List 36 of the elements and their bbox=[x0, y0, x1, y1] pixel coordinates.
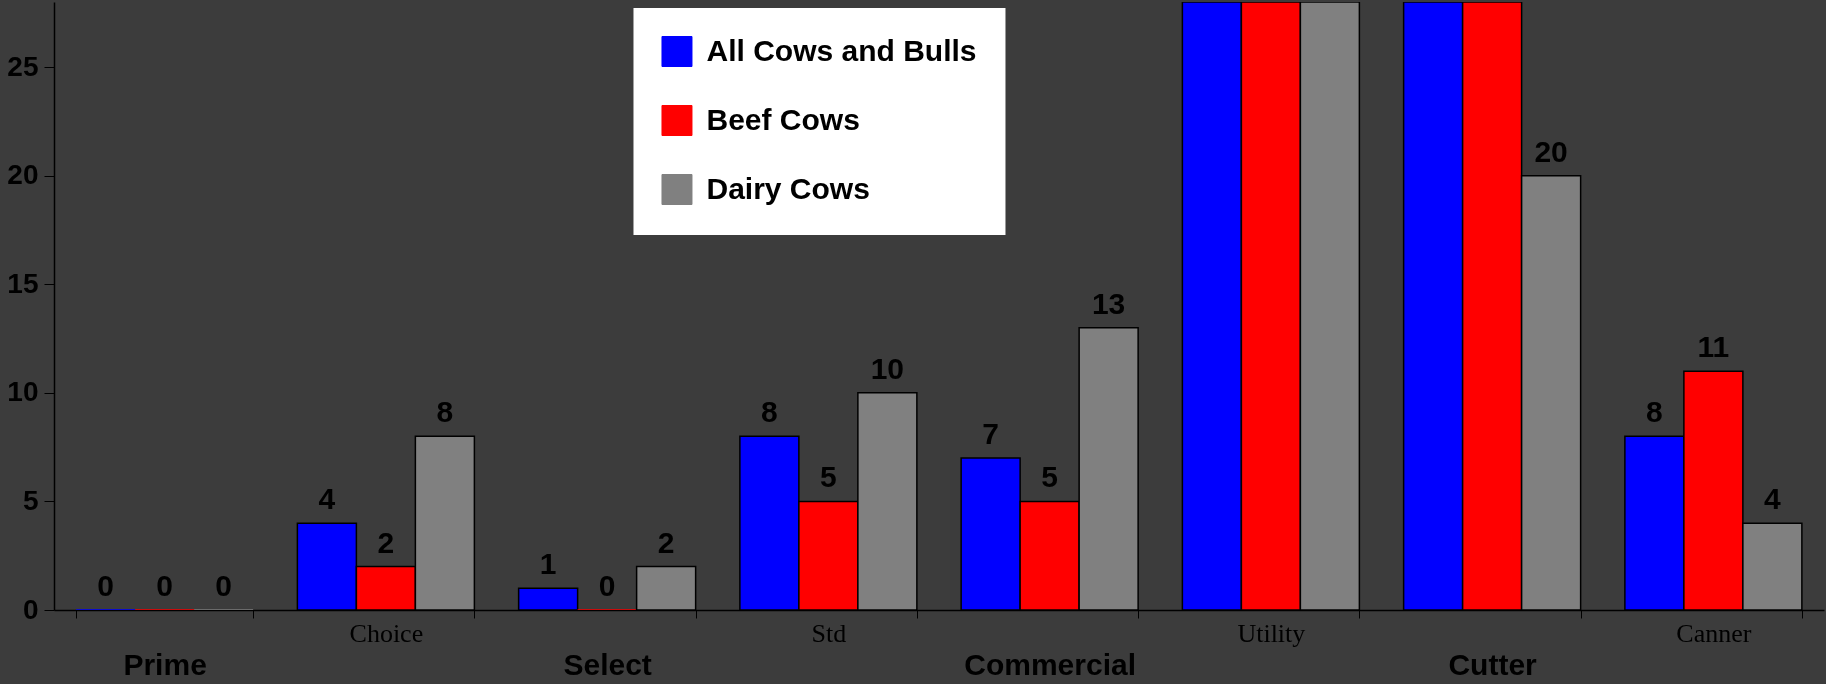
data-label: 4 bbox=[318, 482, 336, 516]
data-label: 1 bbox=[539, 547, 557, 581]
data-label: 4 bbox=[1764, 482, 1782, 516]
x-tick-label: Select bbox=[563, 647, 652, 681]
y-tick-label: 20 bbox=[7, 159, 39, 191]
y-tick-label: 10 bbox=[7, 376, 39, 408]
data-label: 7 bbox=[982, 417, 999, 450]
x-tick-label: Canner bbox=[1676, 618, 1752, 648]
data-label: 20 bbox=[1534, 134, 1568, 168]
data-label: 0 bbox=[97, 569, 114, 602]
data-label: 11 bbox=[1697, 330, 1730, 364]
x-tick-label: Utility bbox=[1237, 618, 1306, 648]
data-label: 13 bbox=[1091, 286, 1126, 320]
legend-label: Beef Cows bbox=[706, 102, 860, 136]
x-tick-label: Std bbox=[811, 618, 847, 648]
legend-label: Dairy Cows bbox=[706, 171, 870, 205]
y-tick-label: 5 bbox=[22, 484, 39, 516]
data-label: 5 bbox=[1041, 460, 1058, 494]
x-tick-label: Choice bbox=[349, 618, 424, 648]
y-tick-label: 25 bbox=[7, 50, 39, 82]
y-tick-label: 15 bbox=[7, 267, 39, 299]
data-label: 8 bbox=[436, 395, 454, 429]
y-tick-label: 0 bbox=[22, 593, 39, 625]
data-label: 0 bbox=[598, 569, 616, 602]
x-tick-label: Prime bbox=[123, 647, 207, 681]
data-label: 10 bbox=[870, 351, 905, 385]
data-label: 0 bbox=[156, 569, 173, 602]
data-label: 2 bbox=[657, 525, 675, 559]
data-label: 5 bbox=[820, 460, 837, 494]
data-label: 2 bbox=[377, 525, 395, 559]
x-tick-label: Cutter bbox=[1448, 647, 1538, 681]
data-label: 8 bbox=[761, 395, 778, 429]
legend-label: All Cows and Bulls bbox=[706, 33, 977, 67]
x-tick-label: Commercial bbox=[964, 647, 1136, 681]
data-label: 8 bbox=[1646, 395, 1663, 429]
data-label: 0 bbox=[215, 569, 232, 602]
